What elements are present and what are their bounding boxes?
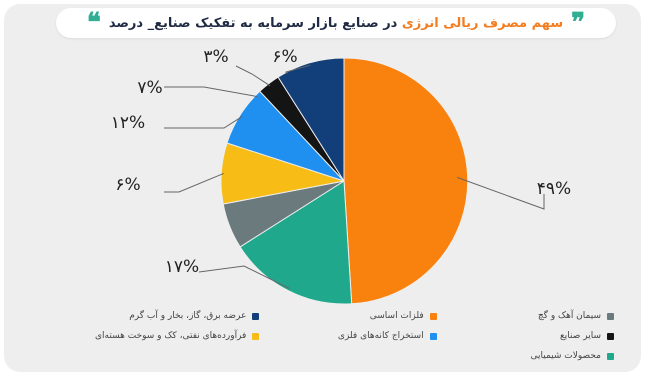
chart-title-text: سهم مصرف ریالی انرژی در صنایع بازار سرما… <box>109 16 563 31</box>
data-label: ۴۹% <box>537 179 571 199</box>
legend-item: عرضه برق، گاز، بخار و آب گرم <box>94 306 260 326</box>
legend-swatch <box>252 332 260 340</box>
pie-slice <box>239 180 353 305</box>
legend-item: استخراج کانه‌های فلزی <box>271 326 437 346</box>
legend-label: فلزات اساسی <box>369 311 424 321</box>
legend-label: استخراج کانه‌های فلزی <box>337 331 424 341</box>
legend-item: محصولات شیمیایی <box>449 346 614 366</box>
data-label: ۳% <box>203 47 228 67</box>
leader-line <box>164 86 258 98</box>
leader-line <box>164 172 224 193</box>
legend-item: سیمان آهک و گچ <box>449 306 614 326</box>
legend-item: فرآورده‌های نفتی، کک و سوخت هسته‌ای <box>94 326 260 346</box>
legend-swatch <box>429 332 437 340</box>
chart-title: ❞ سهم مصرف ریالی انرژی در صنایع بازار سر… <box>56 8 616 38</box>
legend-swatch <box>607 332 614 340</box>
legend-item: فلزات اساسی <box>271 306 437 326</box>
data-label: ۷% <box>137 78 162 98</box>
legend-label: عرضه برق، گاز، بخار و آب گرم <box>129 311 247 321</box>
leader-line <box>198 265 290 289</box>
quote-close-icon: ❝ <box>86 8 101 38</box>
data-label: ۶% <box>115 175 140 195</box>
legend-label: محصولات شیمیایی <box>530 351 601 361</box>
quote-open-icon: ❞ <box>571 8 586 38</box>
chart-title-highlight: سهم مصرف ریالی انرژی <box>401 15 564 31</box>
pie-slice <box>277 57 345 183</box>
pie-chart: ۴۹% ۱۷% ۶% ۱۲% ۶% ۳% ۷% <box>111 47 571 305</box>
legend-swatch <box>252 312 260 320</box>
chart-card: ❞ سهم مصرف ریالی انرژی در صنایع بازار سر… <box>4 4 641 372</box>
legend-label: سایر صنایع <box>559 331 601 341</box>
pie-slice <box>343 57 469 305</box>
data-label: ۱۲% <box>111 113 145 133</box>
legend-label: فرآورده‌های نفتی، کک و سوخت هسته‌ای <box>95 331 247 341</box>
data-label: ۱۷% <box>165 257 199 277</box>
legend-swatch <box>607 312 614 320</box>
legend-label: سیمان آهک و گچ <box>537 311 601 321</box>
chart-title-rest: در صنایع بازار سرمایه به تفکیک صنایع_ در… <box>108 15 402 31</box>
leader-line <box>285 64 311 74</box>
legend-swatch <box>607 352 614 360</box>
leader-line <box>164 115 243 129</box>
leader-line <box>456 176 545 210</box>
chart-legend: سیمان آهک و گچ فلزات اساسی عرضه برق، گاز، … <box>94 306 614 368</box>
data-label: ۶% <box>272 47 297 67</box>
legend-swatch <box>429 312 437 320</box>
leader-line <box>235 65 271 87</box>
legend-item: سایر صنایع <box>449 326 614 346</box>
